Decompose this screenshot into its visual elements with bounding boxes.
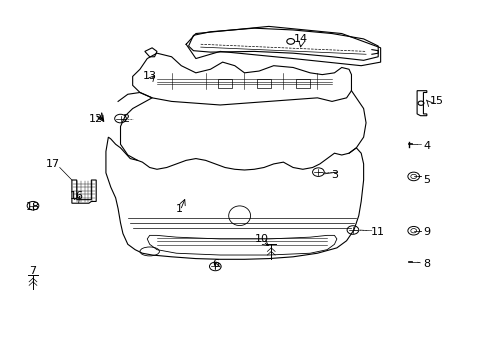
Text: 2: 2 — [122, 114, 129, 124]
Bar — [295, 79, 309, 88]
Bar — [256, 79, 271, 88]
Text: 7: 7 — [29, 266, 37, 276]
Text: 12: 12 — [89, 114, 103, 124]
Text: 11: 11 — [370, 227, 385, 237]
Text: 4: 4 — [423, 141, 429, 151]
Text: 6: 6 — [211, 259, 218, 269]
Text: 15: 15 — [428, 96, 443, 107]
Text: 10: 10 — [254, 234, 268, 244]
Text: 13: 13 — [142, 71, 156, 81]
Text: 16: 16 — [70, 191, 83, 201]
Text: 9: 9 — [423, 227, 429, 237]
Text: 18: 18 — [26, 202, 40, 212]
Text: 1: 1 — [175, 203, 182, 213]
Text: 3: 3 — [330, 170, 337, 180]
Text: 5: 5 — [423, 175, 429, 185]
Text: 8: 8 — [423, 259, 429, 269]
Bar — [217, 79, 232, 88]
Text: 14: 14 — [293, 34, 307, 44]
Text: 17: 17 — [45, 159, 60, 169]
